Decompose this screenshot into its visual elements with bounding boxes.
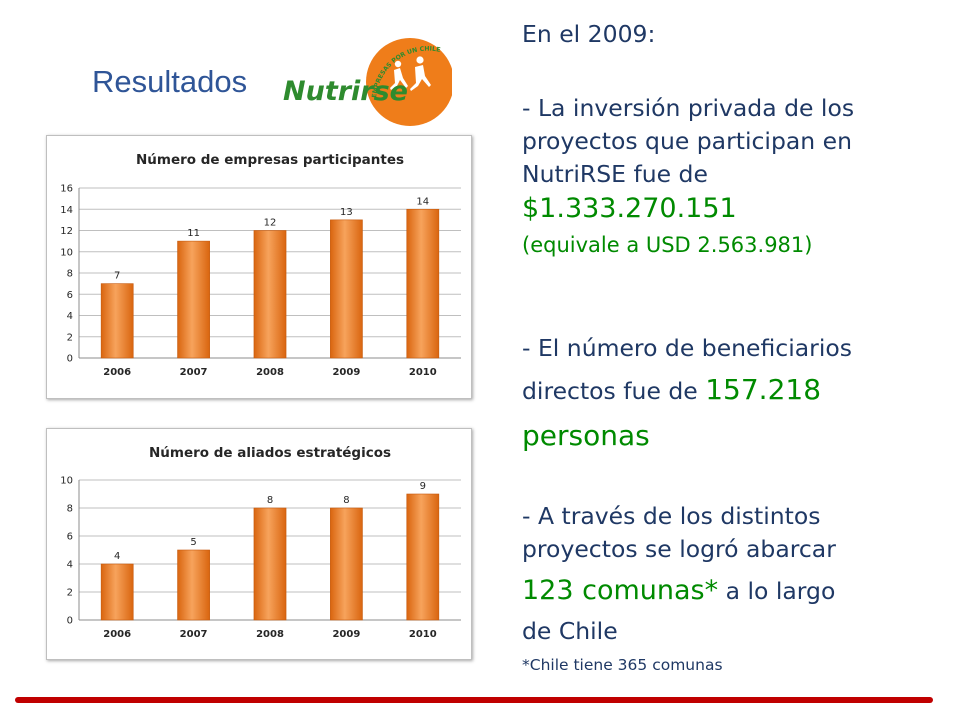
chart-title: Número de aliados estratégicos — [149, 445, 391, 461]
y-tick-label: 2 — [67, 588, 73, 599]
y-tick-label: 2 — [67, 332, 73, 343]
beneficiaries-line-1: - El número de beneficiarios — [522, 334, 852, 362]
logo-text: Nutrirse — [283, 76, 408, 107]
chart-aliados-panel: Número de aliados estratégicos 0 2 4 6 8 10 4 20… — [46, 428, 472, 660]
y-tick-label: 12 — [60, 226, 73, 237]
data-label-2006: 7 — [114, 271, 120, 282]
communes-line-1: - A través de los distintos — [522, 502, 821, 530]
communes-line-3: 123 comunas* a lo largo — [522, 571, 835, 614]
y-tick-label: 8 — [67, 269, 73, 280]
x-tick-label-2010: 2010 — [409, 629, 437, 640]
y-tick-label: 0 — [67, 616, 73, 627]
y-tick-label: 10 — [60, 247, 73, 258]
data-label-2009: 13 — [340, 207, 353, 218]
investment-line-3: NutriRSE fue de — [522, 160, 708, 188]
bar-2006 — [100, 563, 134, 621]
chart-empresas-panel: Número de empresas participantes 0 2 4 6 8 10 1… — [46, 135, 472, 399]
x-tick-label-2006: 2006 — [103, 629, 131, 640]
bar-2009 — [330, 507, 363, 621]
y-tick-label: 4 — [67, 560, 73, 571]
bottom-accent-bar — [15, 697, 933, 703]
data-label-2009: 8 — [343, 495, 349, 506]
running-people-icon — [390, 56, 431, 91]
chart-title: Número de empresas participantes — [136, 152, 404, 168]
bar-2007 — [177, 549, 210, 621]
bar-2007 — [177, 240, 210, 359]
communes-footnote: *Chile tiene 365 comunas — [522, 656, 723, 674]
beneficiaries-count: 157.218 — [705, 373, 822, 406]
investment-line-2: proyectos que participan en — [522, 127, 852, 155]
y-tick-label: 0 — [67, 354, 73, 365]
data-label-2006: 4 — [114, 551, 120, 562]
y-tick-label: 14 — [60, 205, 73, 216]
data-label-2010: 14 — [416, 196, 429, 207]
y-tick-label: 16 — [60, 184, 73, 195]
chart-empresas: Número de empresas participantes 0 2 4 6 8 10 1… — [60, 152, 461, 378]
beneficiaries-unit: personas — [522, 419, 650, 452]
x-tick-label-2007: 2007 — [180, 629, 208, 640]
data-label-2008: 12 — [264, 218, 277, 229]
x-tick-label-2009: 2009 — [332, 629, 360, 640]
communes-line-2: proyectos se logró abarcar — [522, 535, 836, 563]
x-tick-label-2007: 2007 — [180, 367, 208, 378]
bar-2008 — [253, 230, 287, 359]
logo-circle — [366, 38, 452, 126]
x-tick-label-2008: 2008 — [256, 367, 284, 378]
nutrirse-logo: EMPRESAS POR UN CHILE SANO Y ACTIVO Nutr… — [280, 24, 452, 126]
bar-2009 — [330, 219, 363, 359]
summary-heading: En el 2009: — [522, 20, 656, 48]
y-tick-label: 4 — [67, 311, 73, 322]
investment-line-1: - La inversión privada de los — [522, 94, 855, 122]
bar-2006 — [100, 283, 134, 359]
x-tick-label-2009: 2009 — [332, 367, 360, 378]
y-tick-label: 6 — [67, 290, 73, 301]
beneficiaries-line-2: directos fue de 157.218 — [522, 370, 821, 414]
page-title: Resultados — [92, 64, 248, 99]
x-tick-label-2010: 2010 — [409, 367, 437, 378]
x-tick-label-2008: 2008 — [256, 629, 284, 640]
communes-suffix: a lo largo — [718, 577, 836, 605]
data-label-2008: 8 — [267, 495, 273, 506]
investment-amount: $1.333.270.151 — [522, 193, 737, 224]
investment-usd: (equivale a USD 2.563.981) — [522, 233, 813, 257]
chart-aliados: Número de aliados estratégicos 0 2 4 6 8 10 4 20… — [60, 445, 461, 640]
x-tick-label-2006: 2006 — [103, 367, 131, 378]
y-tick-label: 10 — [60, 476, 73, 487]
communes-count: 123 comunas* — [522, 575, 719, 606]
y-tick-label: 6 — [67, 532, 73, 543]
bar-2008 — [253, 507, 287, 621]
data-label-2007: 11 — [187, 228, 200, 239]
beneficiaries-prefix: directos fue de — [522, 377, 706, 405]
data-label-2007: 5 — [190, 537, 196, 548]
bar-2010 — [406, 208, 440, 359]
y-tick-label: 8 — [67, 504, 73, 515]
bar-2010 — [406, 493, 440, 621]
communes-line-4: de Chile — [522, 617, 618, 645]
data-label-2010: 9 — [420, 481, 426, 492]
